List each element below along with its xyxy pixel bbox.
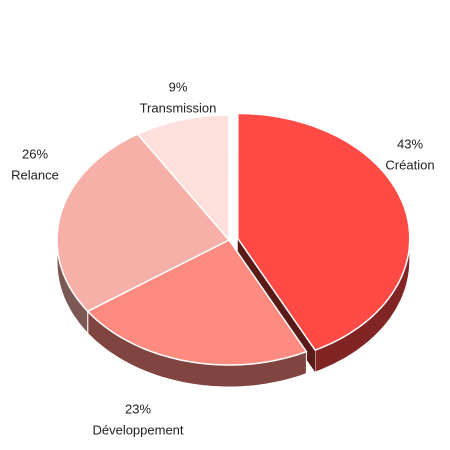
slice [136,114,230,243]
category-label: Relance [11,167,59,182]
value-label: 26% [22,146,48,161]
slice [56,133,231,313]
value-label: 9% [169,79,188,94]
slice [237,112,411,352]
category-label: Transmission [140,100,217,115]
slice [86,239,308,366]
value-label: 23% [125,401,151,416]
value-label: 43% [397,136,423,151]
category-label: Création [385,157,434,172]
category-label: Développement [92,422,183,437]
